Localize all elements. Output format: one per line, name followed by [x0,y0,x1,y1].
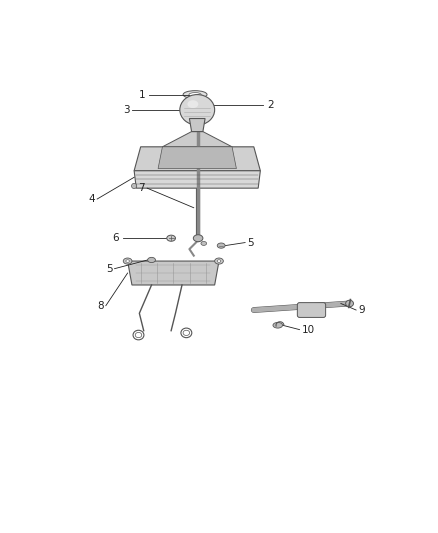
Ellipse shape [135,333,142,338]
Text: 2: 2 [267,100,273,110]
Ellipse shape [180,94,215,125]
Ellipse shape [123,258,132,264]
Ellipse shape [346,300,353,307]
Ellipse shape [131,183,137,189]
Ellipse shape [201,241,207,245]
Polygon shape [162,132,232,147]
Ellipse shape [217,243,225,248]
Text: 5: 5 [247,238,254,247]
Text: 8: 8 [97,301,104,311]
Ellipse shape [183,330,190,335]
Ellipse shape [215,258,223,264]
Ellipse shape [193,235,203,241]
Ellipse shape [167,235,176,241]
Ellipse shape [126,260,129,262]
Text: 6: 6 [112,233,119,243]
Text: 4: 4 [88,194,95,204]
Ellipse shape [217,260,221,262]
Ellipse shape [273,322,283,328]
Text: 3: 3 [123,105,130,115]
Ellipse shape [189,93,201,96]
FancyBboxPatch shape [297,303,325,318]
Ellipse shape [133,330,144,340]
Text: 7: 7 [138,183,145,193]
Polygon shape [158,147,237,168]
Ellipse shape [181,328,192,338]
Text: 5: 5 [106,264,113,273]
Polygon shape [134,171,260,188]
Ellipse shape [148,257,155,263]
Text: 9: 9 [358,305,365,315]
Ellipse shape [191,100,208,109]
Text: 1: 1 [138,90,145,100]
Ellipse shape [183,91,207,99]
Polygon shape [127,261,219,285]
Polygon shape [189,118,205,132]
Text: 10: 10 [302,325,315,335]
Ellipse shape [187,100,198,108]
Polygon shape [134,147,260,171]
